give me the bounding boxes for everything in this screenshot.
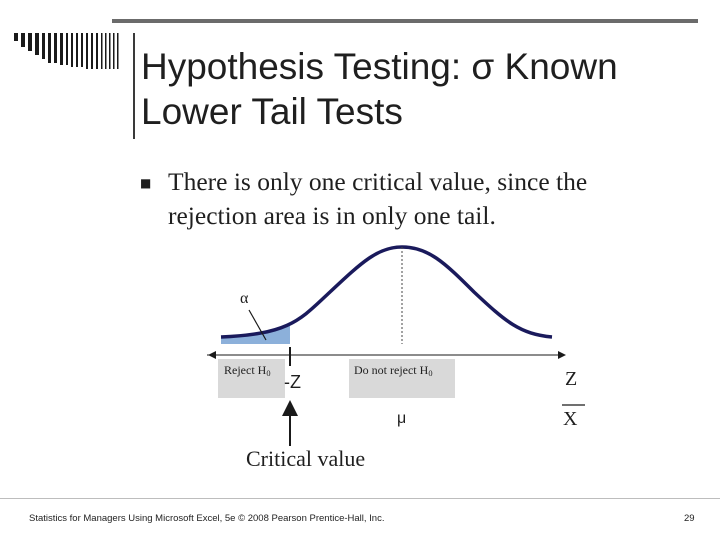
bullet-marker: ■ <box>140 176 152 190</box>
reject-h0-label: Reject H0 <box>224 363 271 378</box>
critical-z-label: -Z <box>284 372 301 392</box>
decorative-stripes <box>14 33 119 69</box>
reject-label-text: Reject H <box>224 363 267 377</box>
title-vertical-rule <box>133 33 135 139</box>
do-not-reject-box <box>349 359 455 398</box>
reject-label-sub: 0 <box>266 369 271 379</box>
footer-text: Statistics for Managers Using Microsoft … <box>29 513 385 524</box>
page-number: 29 <box>684 513 695 524</box>
alpha-label: α <box>240 290 249 307</box>
mu-label: μ <box>397 410 407 427</box>
slide-title: Hypothesis Testing: σ Known Lower Tail T… <box>141 44 701 134</box>
top-rule <box>112 19 698 23</box>
do-not-reject-label-text: Do not reject H <box>354 363 429 377</box>
bullet-text: There is only one critical value, since … <box>168 167 588 230</box>
x-axis-label: X <box>563 408 578 430</box>
do-not-reject-h0-label: Do not reject H0 <box>354 363 433 378</box>
reject-region-box <box>218 359 285 398</box>
alpha-pointer-line <box>248 309 267 341</box>
title-line-2: Lower Tail Tests <box>141 91 403 132</box>
z-axis-label: Z <box>565 368 578 390</box>
do-not-reject-label-sub: 0 <box>428 369 433 379</box>
critical-value-label: Critical value <box>246 446 366 471</box>
footer-rule <box>0 498 720 499</box>
title-line-1: Hypothesis Testing: σ Known <box>141 46 618 87</box>
normal-curve <box>220 245 553 339</box>
